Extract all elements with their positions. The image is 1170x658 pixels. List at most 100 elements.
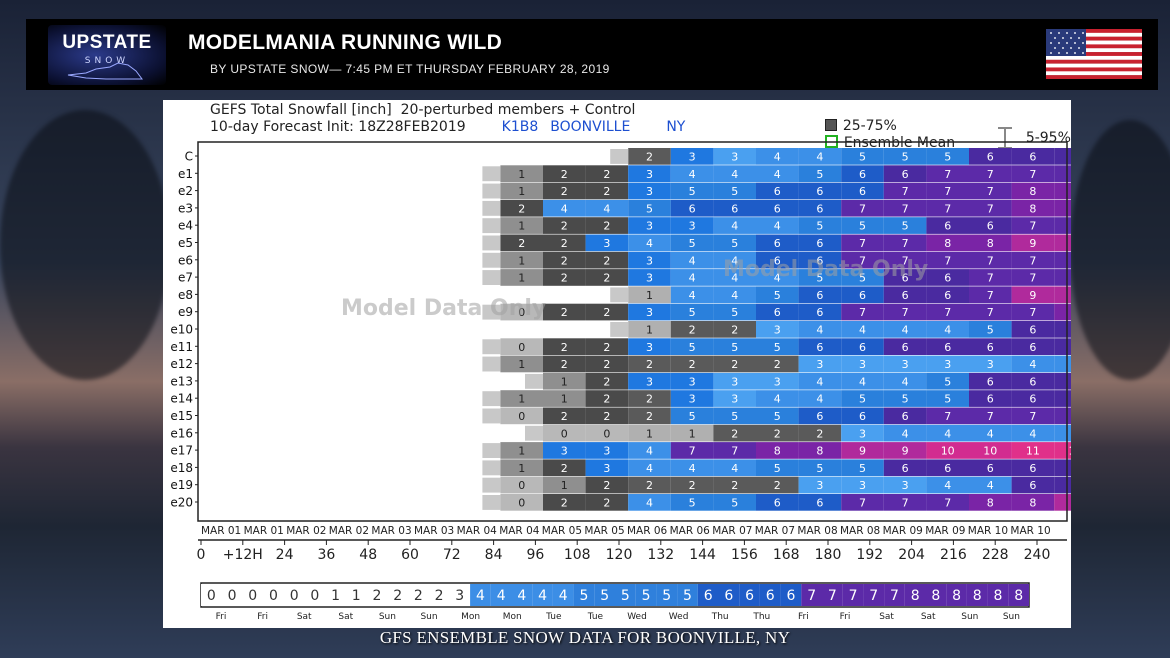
mean-cell: [925, 584, 947, 606]
heatmap-cell-value: 5: [731, 341, 738, 354]
mean-cell: [759, 584, 781, 606]
heatmap-cell: [585, 424, 629, 442]
hour-tick-label: 204: [898, 547, 925, 563]
heatmap-cell: [713, 321, 756, 338]
heatmap-cell-value: 2: [731, 358, 738, 371]
heatmap-cell: [883, 355, 927, 373]
heatmap-cell-value: 7: [944, 185, 951, 198]
mean-cell-value: 5: [579, 588, 588, 604]
heatmap-cell: [969, 372, 1012, 390]
flag-stripe: [1046, 67, 1142, 72]
mean-cell: [946, 584, 967, 606]
heatmap-cell-value: 2: [603, 220, 610, 233]
mean-cell-value: 5: [683, 588, 692, 604]
heatmap-cell: [1011, 442, 1055, 459]
heatmap-cell: [1011, 355, 1055, 373]
mean-cell-value: 0: [228, 588, 237, 604]
mean-cell: [697, 584, 719, 606]
heatmap-cell: [798, 372, 842, 390]
mean-cell: [511, 584, 533, 606]
byline: BY UPSTATE SNOW— 7:45 PM ET THURSDAY FEB…: [210, 62, 610, 76]
heatmap-cell: [713, 338, 756, 355]
heatmap-cell-value: 5: [816, 220, 823, 233]
heatmap-cell-value: 5: [774, 410, 781, 423]
date-tick-label: MAR 10: [1010, 525, 1050, 537]
heatmap-cell: [1011, 321, 1055, 338]
heatmap-cell: [585, 338, 629, 355]
heatmap-cell: [1054, 217, 1071, 234]
heatmap-cell: [628, 476, 671, 494]
mean-cell-value: 7: [807, 588, 816, 604]
heatmap-cell-value: 4: [731, 462, 738, 475]
mean-cell-value: 0: [310, 588, 319, 604]
heatmap-cell-value: 2: [561, 462, 568, 475]
mean-cell-value: 6: [766, 588, 775, 604]
mean-day-label: Fri: [257, 612, 268, 622]
heatmap-cell-value: 6: [944, 462, 951, 475]
heatmap-cell: [500, 234, 543, 252]
forecast-init: 10-day Forecast Init: 18Z28FEB2019: [210, 119, 466, 135]
mean-cell: [904, 584, 926, 606]
flag-stripe: [1046, 44, 1142, 49]
date-tick-label: MAR 07: [712, 525, 752, 537]
heatmap-cell: [670, 442, 714, 459]
heatmap-cell-value: 3: [646, 185, 653, 198]
heatmap-cell-value: 6: [902, 462, 909, 475]
heatmap-cell: [713, 424, 756, 442]
heatmap-cell-value: 5: [859, 393, 866, 406]
heatmap-cell: [969, 269, 1012, 286]
heatmap-cell: [670, 269, 714, 286]
heatmap-cell: [756, 424, 799, 442]
heatmap-cell: [841, 338, 884, 355]
mean-cell-value: 6: [745, 588, 754, 604]
heatmap-cell-value: 3: [603, 445, 610, 458]
heatmap-cell-value: 3: [603, 462, 610, 475]
heatmap-cell-value: 4: [646, 462, 653, 475]
heatmap-cell: [926, 494, 969, 511]
heatmap-cell: [585, 494, 629, 511]
heatmap-cell: [670, 286, 714, 304]
heatmap-cell-value: 7: [1029, 272, 1036, 285]
heatmap-cell-value: 6: [987, 462, 994, 475]
heatmap-cell: [883, 217, 927, 234]
mean-cell: [304, 584, 326, 606]
heatmap-cell: [926, 476, 969, 494]
heatmap-cell-value: 2: [603, 393, 610, 406]
heatmap-cell-value: 3: [987, 358, 994, 371]
heatmap-cell: [883, 321, 927, 338]
heatmap-cell: [969, 390, 1012, 407]
heatmap-cell-value: 4: [816, 151, 823, 164]
heatmap-cell: [1054, 372, 1071, 390]
hour-tick-label: 108: [564, 547, 591, 563]
mean-day-label: Fri: [840, 612, 851, 622]
heatmap-cell-value: 6: [774, 237, 781, 250]
heatmap-cell: [670, 234, 714, 252]
heatmap-cell: [798, 442, 842, 459]
heatmap-cell: [841, 321, 884, 338]
heatmap-cell: [628, 390, 671, 407]
heatmap-cell: [585, 303, 629, 321]
whisker-stub: [482, 477, 501, 493]
heatmap-cell-value: 1: [561, 393, 568, 406]
heatmap-cell-value: 5: [816, 168, 823, 181]
mean-cell-value: 5: [600, 588, 609, 604]
heatmap-cell-value: 6: [774, 497, 781, 510]
heatmap-cell: [926, 165, 969, 182]
heatmap-cell-value: 5: [944, 375, 951, 388]
heatmap-cell-value: 6: [689, 202, 696, 215]
heatmap-cell: [798, 476, 842, 494]
heatmap-cell: [1011, 476, 1055, 494]
heatmap-cell: [926, 338, 969, 355]
hour-tick-label: 132: [647, 547, 674, 563]
watermark-text: Model Data Only: [723, 257, 928, 282]
heatmap-cell-value: 2: [561, 220, 568, 233]
heatmap-cell: [1011, 234, 1055, 252]
heatmap-cell-value: 7: [859, 202, 866, 215]
heatmap-cell: [713, 165, 756, 182]
heatmap-cell-value: 5: [902, 151, 909, 164]
heatmap-cell-value: 1: [646, 427, 653, 440]
heatmap-cell-value: 4: [689, 254, 696, 267]
heatmap-cell: [883, 286, 927, 304]
mean-cell: [615, 584, 636, 606]
heatmap-cell: [798, 217, 842, 234]
